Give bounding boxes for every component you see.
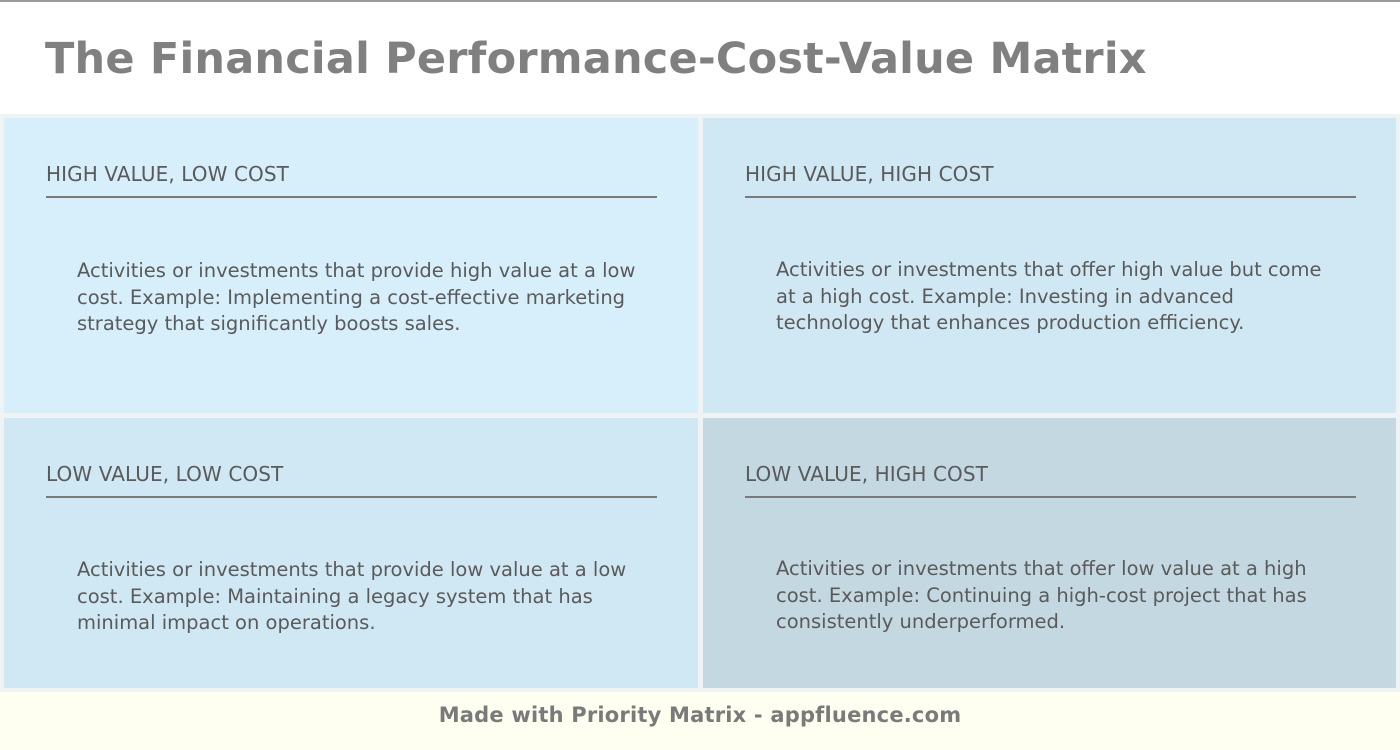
footer-credit: Made with Priority Matrix - appfluence.c… [438, 703, 962, 727]
header: The Financial Performance-Cost-Value Mat… [0, 2, 1400, 114]
quadrant-title: HIGH VALUE, LOW COST [46, 162, 289, 186]
quadrant-title: LOW VALUE, HIGH COST [745, 462, 988, 486]
quadrant-divider [46, 496, 657, 498]
quadrant-divider [745, 496, 1356, 498]
quadrant-item[interactable]: Activities or investments that offer low… [776, 557, 1307, 633]
quadrant-divider [46, 196, 657, 198]
page-title: The Financial Performance-Cost-Value Mat… [45, 34, 1147, 84]
top-border [0, 0, 1400, 2]
quadrant-high-value-high-cost[interactable]: HIGH VALUE, HIGH COST Activities or inve… [703, 118, 1396, 413]
quadrant-high-value-low-cost[interactable]: HIGH VALUE, LOW COST Activities or inves… [4, 118, 698, 413]
quadrant-title: HIGH VALUE, HIGH COST [745, 162, 994, 186]
quadrant-item[interactable]: Activities or investments that provide h… [77, 259, 636, 335]
quadrant-low-value-high-cost[interactable]: LOW VALUE, HIGH COST Activities or inves… [703, 418, 1396, 688]
priority-matrix: HIGH VALUE, LOW COST Activities or inves… [0, 114, 1400, 692]
quadrant-title: LOW VALUE, LOW COST [46, 462, 284, 486]
quadrant-divider [745, 196, 1356, 198]
quadrant-item[interactable]: Activities or investments that offer hig… [776, 258, 1322, 334]
quadrant-item[interactable]: Activities or investments that provide l… [77, 558, 627, 634]
quadrant-low-value-low-cost[interactable]: LOW VALUE, LOW COST Activities or invest… [4, 418, 698, 688]
footer: Made with Priority Matrix - appfluence.c… [0, 692, 1400, 750]
